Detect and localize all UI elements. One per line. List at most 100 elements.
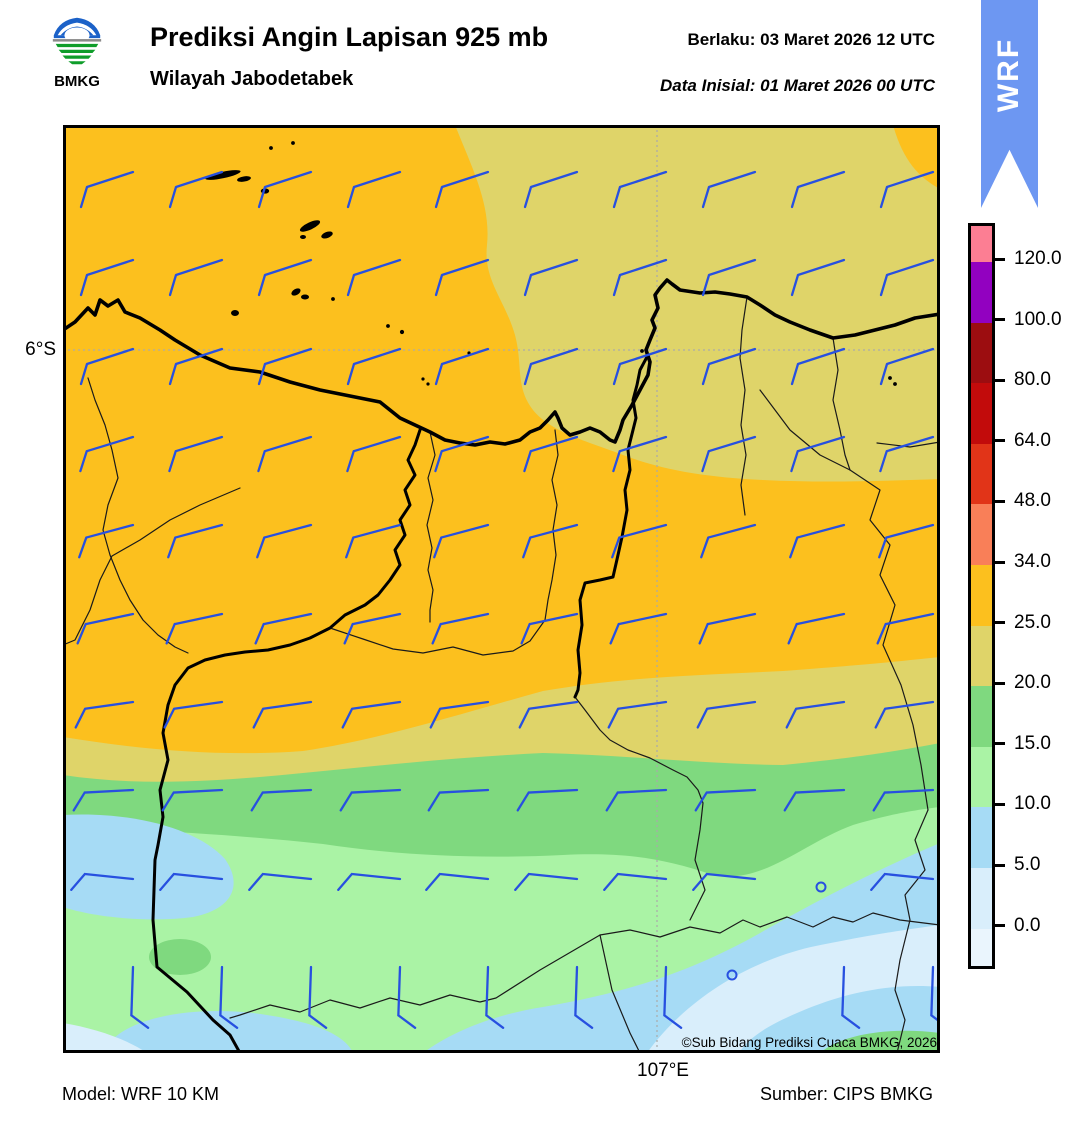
colorbar-tick-mark <box>994 863 1005 867</box>
colorbar-tick-mark <box>994 439 1005 443</box>
region-15-20kt-corner-blob <box>820 1030 940 1053</box>
colorbar-ticks: 120.0 100.0 80.0 64.0 48.0 34.0 25.0 20.0 15.0 10… <box>994 223 1080 963</box>
colorbar-segment <box>971 322 992 384</box>
wind-barb <box>339 788 402 812</box>
wrf-ribbon: WRF <box>981 0 1038 208</box>
wind-barb <box>789 523 846 559</box>
wind-barb <box>168 170 224 209</box>
wind-barb <box>663 965 683 1029</box>
wind-barb <box>79 435 135 473</box>
wind-barb <box>345 523 402 559</box>
wind-barb <box>879 347 935 386</box>
colorbar-tick-mark <box>994 318 1005 322</box>
page-title: Prediksi Angin Lapisan 925 mb <box>150 22 549 52</box>
wind-barb <box>790 170 846 209</box>
colorbar-segment <box>971 383 992 444</box>
wind-barb <box>79 347 135 386</box>
colorbar-tick-label: 0.0 <box>1014 914 1041 936</box>
wind-barb <box>701 347 757 386</box>
wind-barb <box>159 872 224 891</box>
wind-barb <box>346 170 402 209</box>
wind-barb <box>425 872 490 891</box>
wind-barb <box>252 700 313 729</box>
wind-barb <box>787 612 846 645</box>
wind-barb <box>523 347 579 386</box>
wind-barb <box>874 700 935 729</box>
latitude-label: 6°S <box>25 339 56 360</box>
wind-barb <box>700 523 757 559</box>
colorbar-tick-label: 10.0 <box>1014 793 1051 815</box>
wind-barb <box>485 965 505 1029</box>
wind-barb <box>879 435 935 473</box>
colorbar-tick-label: 80.0 <box>1014 369 1051 391</box>
wind-barb <box>79 170 135 209</box>
wind-barb <box>698 612 757 645</box>
calm-wind-circle <box>815 881 827 893</box>
wind-barb <box>434 347 490 386</box>
region-5-10kt-west <box>63 814 234 920</box>
wind-barb <box>130 965 150 1029</box>
wind-barb <box>701 435 757 473</box>
colorbar-segment <box>971 807 992 868</box>
calm-wind-circle <box>726 969 738 981</box>
wind-barb <box>257 347 313 386</box>
wind-barb <box>523 170 579 209</box>
colorbar-segment <box>971 868 992 929</box>
wind-barb <box>79 258 135 297</box>
colorbar-tick-mark <box>994 621 1005 625</box>
source-label: Sumber: CIPS BMKG <box>759 1084 933 1104</box>
wind-barb <box>167 523 224 559</box>
colorbar-tick-label: 15.0 <box>1014 732 1051 754</box>
wind-barb <box>257 170 313 209</box>
wind-barb <box>427 788 490 812</box>
wind-barb <box>605 788 668 812</box>
initial-data-text: Data Inisial: 01 Maret 2026 00 UTC <box>660 76 935 95</box>
wind-barb <box>523 435 579 473</box>
region-20-25kt-north <box>455 125 940 482</box>
wind-barb <box>611 523 668 559</box>
region-15-20kt-blob <box>149 939 211 975</box>
wind-barb <box>523 258 579 297</box>
wind-barb <box>70 872 135 891</box>
colorbar-tick-mark <box>994 257 1005 261</box>
java-coastline <box>63 278 940 447</box>
wind-barb <box>694 788 757 812</box>
wind-barb <box>257 258 313 297</box>
wind-barb <box>841 965 861 1029</box>
wind-barb <box>308 965 328 1029</box>
colorbar-segment <box>971 746 992 808</box>
wind-barb <box>785 700 846 729</box>
wind-barb <box>696 700 757 729</box>
wind-barb <box>256 523 313 559</box>
wind-barb <box>609 612 668 645</box>
wind-barb <box>429 700 490 729</box>
wind-barb <box>879 170 935 209</box>
wind-barb <box>341 700 402 729</box>
admin-boundaries-thin <box>63 296 940 1053</box>
wind-barb <box>518 700 579 729</box>
wind-barb <box>790 258 846 297</box>
colorbar-tick-mark <box>994 802 1005 806</box>
map-border <box>63 125 940 1053</box>
wind-map-svg: ©Sub Bidang Prediksi Cuaca BMKG, 2026 <box>63 125 940 1053</box>
colorbar-segment <box>971 686 992 747</box>
page-subtitle: Wilayah Jabodetabek <box>150 68 354 90</box>
colorbar-segment <box>971 443 992 505</box>
wind-barb <box>434 258 490 297</box>
wind-barb <box>346 347 402 386</box>
colorbar-tick-mark <box>994 560 1005 564</box>
wind-barb <box>574 965 594 1029</box>
region-0-5kt-corner <box>63 1023 147 1053</box>
colorbar-tick-label: 64.0 <box>1014 429 1051 451</box>
colorbar-segment <box>971 262 992 323</box>
colorbar-tick-label: 120.0 <box>1014 248 1062 269</box>
bmkg-logo-icon <box>48 12 106 70</box>
colorbar-tick-label: 25.0 <box>1014 611 1051 633</box>
wrf-ribbon-label: WRF <box>992 37 1026 113</box>
colorbar-tick-mark <box>994 924 1005 928</box>
wind-barb <box>433 523 490 559</box>
wind-barb <box>612 170 668 209</box>
wind-barb <box>434 435 490 473</box>
wind-map: ©Sub Bidang Prediksi Cuaca BMKG, 2026 <box>63 125 940 1053</box>
